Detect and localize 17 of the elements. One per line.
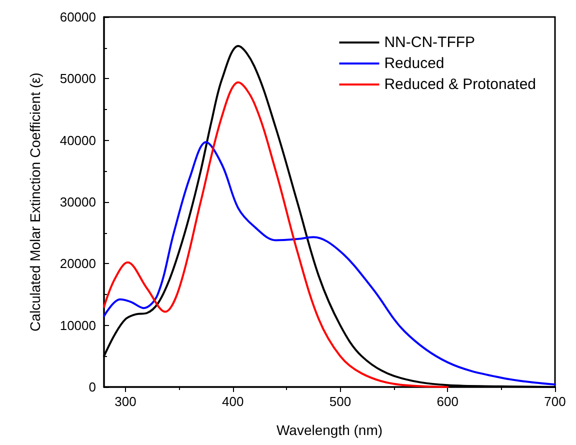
y-tick-label: 60000 — [60, 10, 96, 24]
y-tick-label: 10000 — [60, 318, 96, 333]
x-tick-label: 600 — [436, 394, 458, 409]
legend-label: NN-CN-TFFP — [384, 34, 476, 51]
y-tick-label: 30000 — [60, 194, 96, 210]
x-tick-label: 500 — [329, 394, 352, 409]
legend-label: Reduced & Protonated — [384, 76, 536, 93]
x-tick-label: 700 — [544, 394, 566, 409]
y-tick-label: 0 — [88, 380, 96, 394]
x-tick-label: 300 — [114, 394, 136, 409]
y-tick-label: 40000 — [60, 132, 96, 148]
x-tick-label: 400 — [222, 394, 244, 409]
x-axis-title: Wavelength (nm) — [276, 422, 383, 438]
legend-label: Reduced — [384, 55, 444, 72]
y-tick-label: 20000 — [60, 256, 96, 272]
y-axis-title: Calculated Molar Extinction Coefficient (ε) — [27, 72, 43, 332]
y-tick-label: 50000 — [60, 71, 96, 86]
